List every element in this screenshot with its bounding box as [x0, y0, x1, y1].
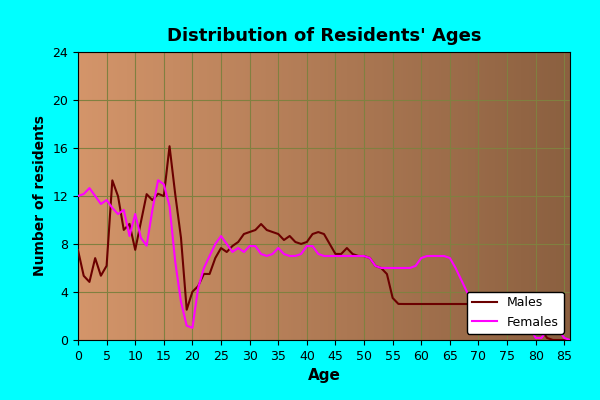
Females — [481, 314, 488, 318]
Females — [189, 326, 196, 330]
Line: Females: Females — [78, 180, 570, 340]
Males — [154, 191, 161, 196]
Females — [154, 178, 161, 183]
Males — [326, 242, 334, 246]
Females — [286, 254, 293, 258]
Females — [326, 254, 334, 258]
Title: Distribution of Residents' Ages: Distribution of Residents' Ages — [167, 27, 481, 45]
Females — [74, 194, 82, 198]
Males — [555, 338, 562, 342]
Males — [223, 250, 230, 254]
Females — [223, 242, 230, 246]
Y-axis label: Number of residents: Number of residents — [33, 116, 47, 276]
Males — [481, 312, 488, 316]
Males — [286, 234, 293, 238]
Males — [74, 248, 82, 252]
Males — [566, 338, 574, 342]
Males — [189, 289, 196, 294]
X-axis label: Age: Age — [308, 368, 340, 383]
Females — [566, 338, 574, 342]
Females — [160, 182, 167, 187]
Males — [166, 144, 173, 149]
Line: Males: Males — [78, 146, 570, 340]
Legend: Males, Females: Males, Females — [467, 292, 564, 334]
